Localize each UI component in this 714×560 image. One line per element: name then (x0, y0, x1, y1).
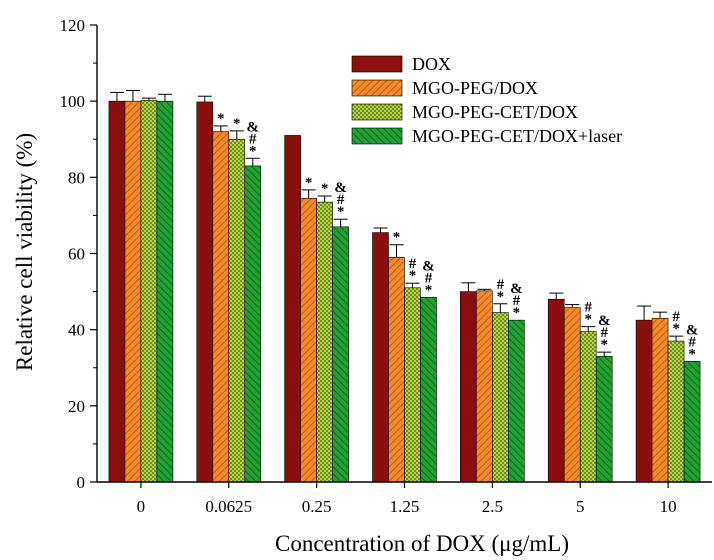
y-tick-label: 60 (68, 245, 85, 264)
x-tick-label: 10 (660, 497, 677, 516)
significance-mark: # * (409, 256, 417, 284)
error-bars-layer (109, 90, 684, 357)
bar (683, 360, 701, 483)
bar (508, 319, 525, 483)
legend-swatch (351, 79, 403, 97)
significance-mark: * (393, 230, 401, 246)
x-tick-label: 1.25 (390, 497, 420, 516)
significance-mark: & # * (510, 281, 523, 321)
bar (244, 165, 262, 483)
bar (547, 298, 565, 483)
bar (212, 131, 230, 483)
bar (492, 312, 509, 483)
y-tick-label: 80 (68, 168, 85, 187)
bar (579, 331, 597, 483)
x-axis-title: Concentration of DOX (μg/mL) (275, 531, 569, 556)
x-tick-label: 0.0625 (205, 497, 252, 516)
significance-mark: # * (672, 309, 680, 337)
x-tick-label: 0 (137, 497, 146, 516)
significance-mark: & # * (247, 119, 260, 159)
significance-mark: * (321, 181, 329, 197)
significance-mark: # * (497, 277, 505, 305)
legend-label: DOX (412, 54, 451, 74)
legend: DOX MGO-PEG/DOX MGO-PEG-CET/DOX MGO-PEG-CET… (351, 54, 622, 146)
y-tick-label: 120 (60, 16, 86, 35)
legend-swatch (351, 55, 403, 73)
significance-mark: & # * (422, 258, 435, 298)
bar (388, 257, 405, 483)
y-axis-title: Relative cell viability (%) (12, 133, 37, 371)
bar (404, 287, 421, 483)
legend-label: MGO-PEG-CET/DOX (412, 102, 578, 122)
x-tick-label: 0.25 (302, 497, 332, 516)
y-tick-label: 100 (60, 92, 86, 111)
significance-mark: * (233, 116, 241, 132)
y-tick-label: 40 (68, 321, 85, 340)
bar (667, 340, 685, 483)
bar (476, 290, 493, 483)
bar (300, 197, 317, 483)
x-tick-label: 5 (576, 497, 585, 516)
bar (124, 100, 142, 483)
bar (108, 100, 126, 483)
bar (420, 296, 437, 483)
bars-layer (108, 100, 701, 483)
bar (156, 100, 174, 483)
y-tick-label: 20 (68, 397, 85, 416)
bar (332, 226, 349, 483)
bar (595, 356, 613, 483)
significance-mark: & # * (686, 322, 699, 362)
bar (140, 100, 158, 483)
bar (316, 201, 333, 483)
significance-mark: * (305, 175, 313, 191)
x-tick-label: 2.5 (482, 497, 503, 516)
bar (460, 291, 477, 483)
significance-mark: * (217, 111, 225, 127)
significance-mark: # * (584, 300, 592, 328)
significance-marks-layer: * * & # * * * & # * * # * & # * # * & # * # * & # * # * & # * (217, 111, 698, 362)
legend-label: MGO-PEG/DOX (412, 78, 538, 98)
bar (635, 319, 653, 483)
bar (228, 138, 246, 483)
bar (196, 101, 214, 483)
legend-swatch (351, 127, 403, 145)
bar (284, 135, 301, 483)
significance-mark: & # * (334, 180, 347, 220)
y-tick-label: 0 (77, 473, 86, 492)
legend-label: MGO-PEG-CET/DOX+laser (412, 126, 622, 146)
bar (372, 232, 389, 483)
bar (563, 307, 581, 483)
significance-mark: & # * (598, 313, 611, 353)
legend-swatch (351, 103, 403, 121)
bar (651, 317, 669, 483)
